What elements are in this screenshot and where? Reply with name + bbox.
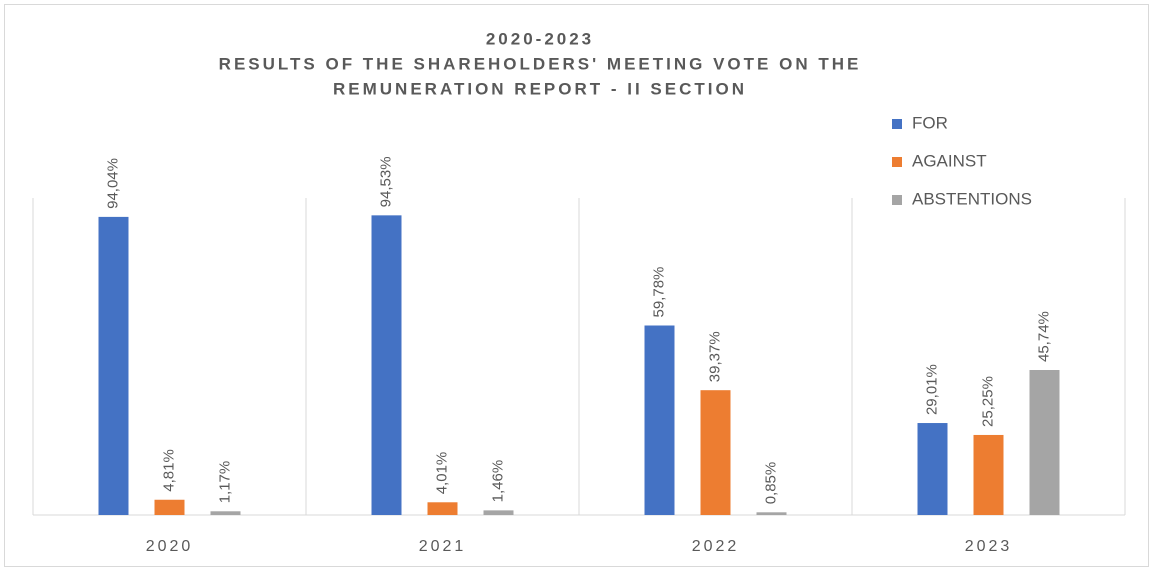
chart-title: RESULTS OF THE SHAREHOLDERS' MEETING VOT… — [219, 54, 862, 73]
chart-title: 2020-2023 — [486, 29, 594, 48]
legend-label: FOR — [912, 113, 948, 132]
value-label: 4,81% — [160, 449, 177, 492]
x-tick-label: 2022 — [692, 538, 740, 555]
value-label: 39,37% — [706, 331, 723, 382]
bar — [483, 510, 514, 515]
value-label: 1,17% — [216, 461, 233, 504]
bar — [917, 423, 948, 515]
value-label: 1,46% — [489, 460, 506, 503]
bar — [700, 390, 731, 515]
value-label: 59,78% — [650, 267, 667, 318]
legend-label: ABSTENTIONS — [912, 189, 1032, 208]
value-label: 94,04% — [104, 158, 121, 209]
bar — [98, 216, 129, 516]
value-label: 45,74% — [1035, 311, 1052, 362]
chart-title: REMUNERATION REPORT - II SECTION — [333, 79, 747, 98]
bar — [154, 499, 185, 515]
bar — [371, 215, 402, 515]
x-tick-label: 2023 — [965, 538, 1013, 555]
legend-swatch — [892, 195, 902, 205]
value-label: 94,53% — [377, 156, 394, 207]
bar — [210, 511, 241, 515]
bar — [1029, 370, 1060, 515]
bar — [427, 502, 458, 515]
value-label: 25,25% — [979, 376, 996, 427]
value-label: 4,01% — [433, 452, 450, 495]
bar — [644, 325, 675, 515]
bar — [756, 512, 787, 515]
legend-swatch — [892, 157, 902, 167]
legend-swatch — [892, 119, 902, 129]
value-label: 0,85% — [762, 462, 779, 505]
bar — [973, 434, 1004, 515]
value-label: 29,01% — [923, 364, 940, 415]
legend-label: AGAINST — [912, 151, 987, 170]
x-tick-label: 2021 — [419, 538, 467, 555]
x-tick-label: 2020 — [146, 538, 194, 555]
chart-frame — [4, 4, 1149, 567]
